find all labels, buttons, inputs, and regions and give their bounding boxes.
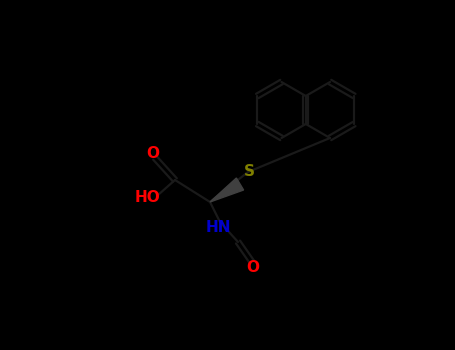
Text: HN: HN [205,219,231,234]
Text: HO: HO [135,189,161,204]
Polygon shape [210,178,243,202]
Text: O: O [247,259,259,274]
Text: S: S [243,164,254,180]
Text: O: O [147,147,160,161]
